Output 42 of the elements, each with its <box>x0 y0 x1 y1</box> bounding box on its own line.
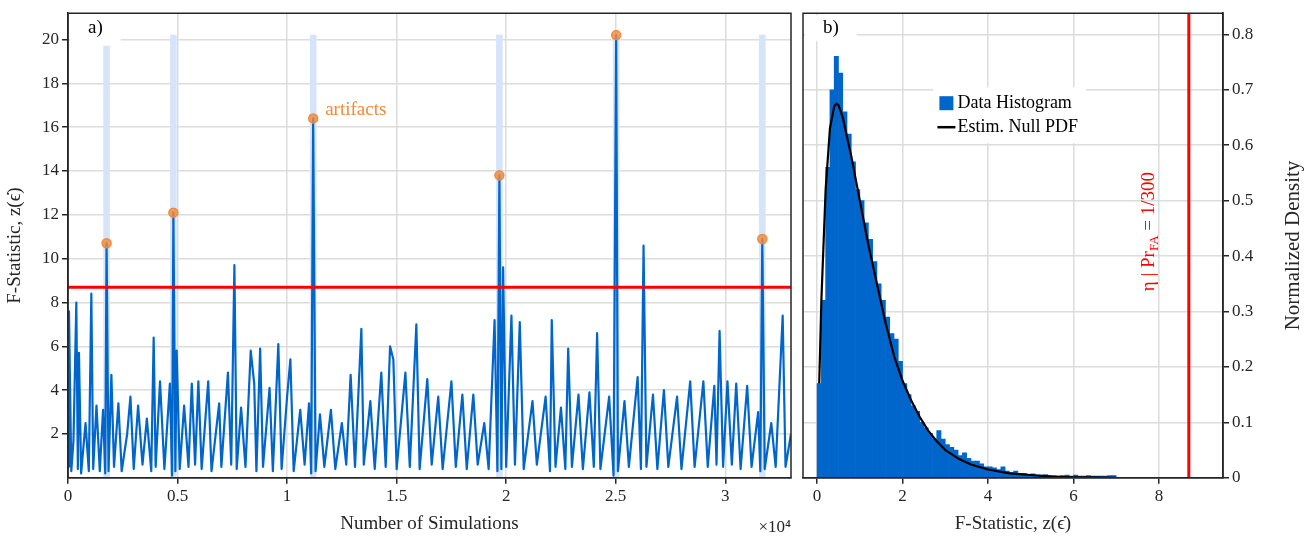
x-tick-label: 4 <box>983 486 993 506</box>
y-tick-label: 10 <box>42 248 59 268</box>
y2-tick-label: 0.7 <box>1232 79 1254 99</box>
y2-tick-label: 0.1 <box>1232 411 1254 431</box>
y2-tick-label: 0.4 <box>1232 245 1254 265</box>
x-tick-label: 8 <box>1154 486 1164 506</box>
y-tick-label: 14 <box>42 160 60 180</box>
annotation: a) <box>88 16 103 39</box>
y-tick-label: 16 <box>42 116 59 136</box>
y2-tick-label: 0 <box>1232 467 1241 487</box>
x-tick-label: 1.5 <box>386 486 408 506</box>
y2-axis-title: Normalized Density <box>1279 160 1304 331</box>
y-tick-label: 20 <box>42 28 59 48</box>
y-tick-label: 8 <box>50 291 59 311</box>
x-tick-label: 6 <box>1069 486 1078 506</box>
x-tick-label: 3 <box>721 486 730 506</box>
annotation: η | PrFA = 1/300 <box>1136 171 1161 292</box>
x-tick-label: 0.5 <box>166 486 189 506</box>
x-tick-label: 2.5 <box>605 486 627 506</box>
annotation: b) <box>823 16 839 39</box>
legend-label: Estim. Null PDF <box>957 115 1078 136</box>
y-tick-label: 6 <box>50 335 59 355</box>
text: ×10⁴ <box>758 517 792 537</box>
y2-tick-label: 0.5 <box>1232 190 1254 210</box>
y-tick-label: 18 <box>42 72 59 92</box>
x-axis-title: F-Statistic, z(ϵ̇) <box>954 511 1072 534</box>
y-tick-label: 12 <box>42 204 59 224</box>
y2-tick-label: 0.8 <box>1232 23 1254 43</box>
y2-tick-label: 0.2 <box>1232 356 1254 376</box>
y2-tick-label: 0.6 <box>1232 134 1254 154</box>
y-axis-title: F-Statistic, z(ϵ̇) <box>3 187 26 304</box>
x-axis-title: Number of Simulations <box>340 511 519 533</box>
x-tick-label: 2 <box>898 486 907 506</box>
y2-tick-label: 0.3 <box>1232 300 1254 320</box>
x-tick-label: 2 <box>501 486 511 506</box>
annotation: artifacts <box>325 98 387 120</box>
x-tick-label: 0 <box>63 486 73 506</box>
y-tick-label: 4 <box>50 379 60 399</box>
x-tick-label: 0 <box>812 486 822 506</box>
x-tick-label: 1 <box>282 486 292 506</box>
y-tick-label: 2 <box>50 423 59 443</box>
legend-label: Data Histogram <box>957 91 1072 112</box>
